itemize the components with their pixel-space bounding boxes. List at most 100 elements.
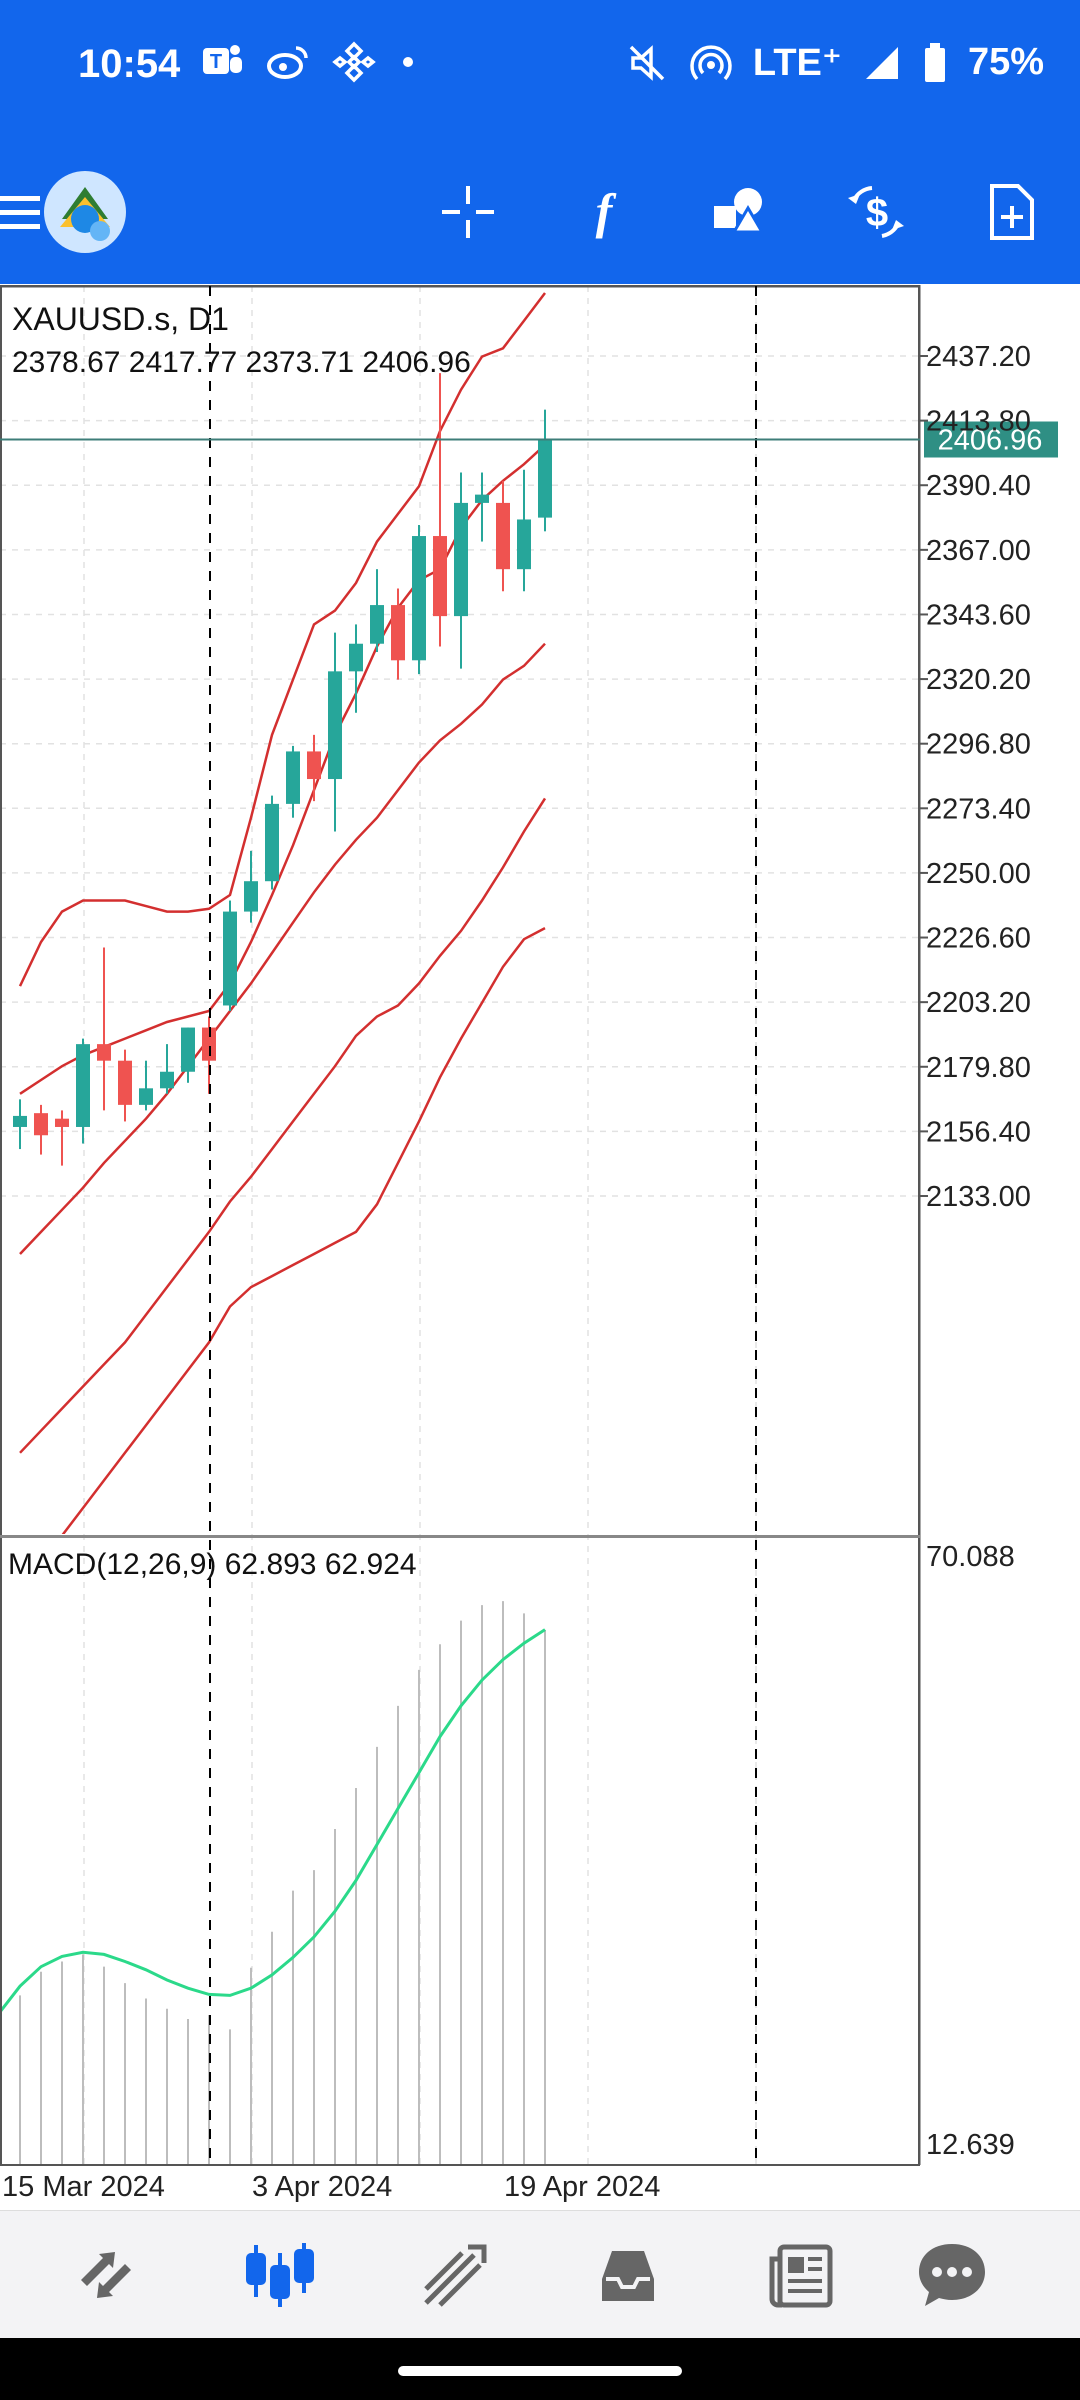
bull-candle: [412, 536, 426, 661]
current-price-label: 2406.96: [938, 425, 1043, 457]
macd-signal-line: [0, 1628, 546, 2013]
macd-subwindow: [0, 1601, 546, 2164]
envelope-band-line: [18, 292, 546, 987]
nav-trade[interactable]: [406, 2231, 502, 2319]
indicators-button[interactable]: f: [562, 170, 646, 254]
subwindow-separator: [0, 1535, 920, 1538]
bull-candle: [160, 1071, 174, 1089]
svg-text:$: $: [866, 191, 888, 235]
price-tick-label: 2133.00: [926, 1181, 1031, 1213]
price-tick-label: 2179.80: [926, 1052, 1031, 1084]
new-order-button[interactable]: [970, 170, 1054, 254]
price-axis: 2437.20 2413.80 2390.40 2367.00 2343.60 2320.…: [918, 341, 1031, 1213]
battery-percent: 75%: [967, 41, 1044, 83]
date-axis: 15 Mar 2024 3 Apr 2024 19 Apr 2024: [2, 2171, 660, 2203]
trade-icon: [424, 2244, 487, 2307]
ohlc-label: 2378.67 2417.77 2373.71 2406.96: [12, 346, 471, 379]
news-icon: [769, 2244, 833, 2308]
home-indicator[interactable]: [398, 2366, 682, 2376]
objects-button[interactable]: [698, 170, 782, 254]
price-tick-label: 2390.40: [926, 470, 1031, 502]
envelope-band-line: [61, 926, 546, 1534]
mute-icon: [629, 44, 665, 81]
bull-candle: [181, 1027, 195, 1072]
date-axis-border: [0, 2164, 920, 2166]
bull-candle: [223, 911, 237, 1006]
bear-candle: [202, 1027, 216, 1061]
bear-candle: [97, 1044, 111, 1061]
nav-quotes[interactable]: [58, 2231, 154, 2319]
notification-icons: T: [200, 40, 418, 84]
chart-frame: [1, 285, 919, 288]
macd-label: MACD(12,26,9) 62.893 62.924: [8, 1548, 417, 1581]
price-tick-label: 2343.60: [926, 599, 1031, 631]
symbols-button[interactable]: $: [834, 170, 918, 254]
date-label: 15 Mar 2024: [2, 2171, 165, 2203]
main-window-right-border: [918, 285, 921, 2165]
nav-chart[interactable]: [232, 2231, 328, 2319]
chart-candles-icon: [246, 2243, 314, 2307]
date-label: 19 Apr 2024: [504, 2171, 660, 2203]
price-tick-label: 2320.20: [926, 664, 1031, 696]
new-order-icon: [990, 184, 1034, 240]
bear-candle: [307, 751, 321, 780]
menu-button[interactable]: [0, 170, 60, 254]
price-tick-label: 2413.80: [926, 406, 1031, 438]
bear-candle: [391, 605, 405, 661]
bull-candle: [286, 751, 300, 804]
binance-icon: [332, 41, 376, 83]
price-tick-label: 2203.20: [926, 987, 1031, 1019]
signal-icon: [865, 46, 898, 79]
nav-history[interactable]: [580, 2231, 676, 2319]
date-label: 3 Apr 2024: [252, 2171, 392, 2203]
candles: [13, 373, 552, 1166]
bull-candle: [475, 494, 489, 503]
teams-icon: T: [203, 45, 242, 74]
bear-candle: [34, 1113, 48, 1136]
envelope-band-line: [19, 642, 546, 1255]
status-right: LTE⁺ 75%: [625, 40, 1044, 85]
quotes-icon: [81, 2252, 131, 2298]
price-tick-label: 2250.00: [926, 858, 1031, 890]
battery-icon: [924, 42, 945, 82]
history-inbox-icon: [602, 2251, 654, 2301]
price-tick-label: 2273.40: [926, 793, 1031, 825]
crosshair-icon: [442, 186, 494, 238]
weibo-icon: [267, 46, 308, 79]
bull-candle: [244, 881, 258, 912]
status-time: 10:54: [78, 42, 181, 86]
bull-candle: [349, 643, 363, 672]
indicators-icon: f: [596, 183, 617, 239]
bottom-navigation: [0, 2210, 1080, 2339]
bear-candle: [118, 1060, 132, 1105]
status-bar: 10:54 T LTE⁺ 75%: [0, 0, 1080, 140]
current-price-tag: 2406.96: [924, 421, 1058, 458]
bull-candle: [13, 1115, 27, 1127]
bull-candle: [139, 1088, 153, 1105]
envelope-band-line: [19, 797, 547, 1454]
svg-text:T: T: [210, 51, 222, 73]
metatrader-logo[interactable]: [40, 167, 130, 257]
bull-candle: [370, 605, 384, 644]
chart-toolbar: f $: [0, 140, 1080, 284]
nav-news[interactable]: [754, 2231, 850, 2319]
metatrader-logo-icon: [44, 171, 126, 253]
hotspot-icon: [690, 44, 732, 80]
bull-candle: [265, 803, 279, 882]
chat-bubble-icon: [919, 2244, 985, 2306]
price-tick-label: 2367.00: [926, 535, 1031, 567]
price-tick-label: 2226.60: [926, 923, 1031, 955]
svg-text:f: f: [596, 183, 617, 239]
nav-messages[interactable]: [904, 2231, 1000, 2319]
crosshair-button[interactable]: [426, 170, 510, 254]
menu-icon: [0, 196, 40, 229]
bull-candle: [454, 502, 468, 617]
main-window-left-border: [0, 285, 2, 2165]
price-tick-label: 2437.20: [926, 341, 1031, 373]
chart-area[interactable]: 2406.96 2437.20 2413.80 2390.40 2367.00 2343…: [0, 284, 1080, 2210]
bull-candle: [538, 439, 552, 518]
bear-candle: [496, 502, 510, 570]
price-chart[interactable]: 2406.96 2437.20 2413.80 2390.40 2367.00 2343…: [0, 284, 1080, 2210]
price-tick-label: 2156.40: [926, 1116, 1031, 1148]
macd-axis: 70.088 12.639: [926, 1541, 1015, 2161]
